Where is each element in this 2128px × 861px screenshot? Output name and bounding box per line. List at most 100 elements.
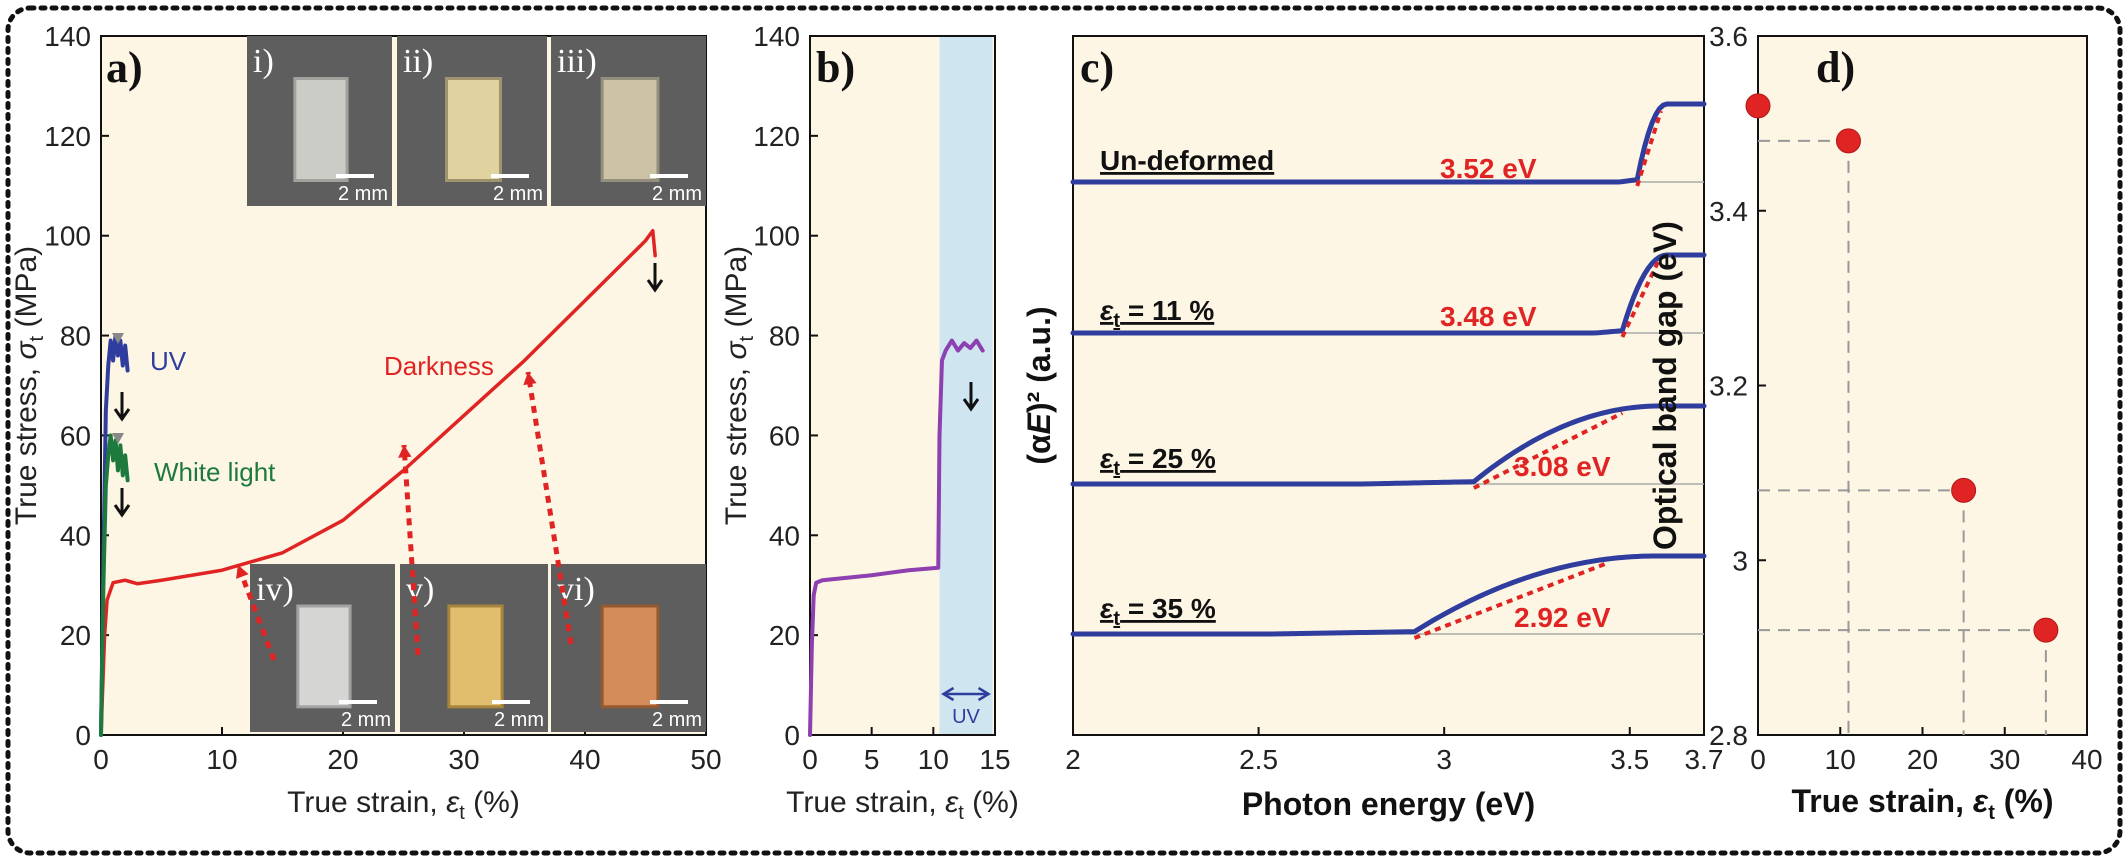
annotation-darkness: Darkness bbox=[384, 351, 494, 381]
panel-a-x-axis-label-unit: (%) bbox=[465, 786, 520, 819]
panel-b-x-axis-label-unit: (%) bbox=[964, 786, 1019, 819]
inset-label: ii) bbox=[403, 43, 433, 80]
panel-c-series-1: Un-deformed 3.52 eV bbox=[1070, 101, 1707, 187]
panel-b-x-axis-label-text: True strain, bbox=[786, 786, 945, 819]
panel-a-x-tick-label: 10 bbox=[206, 744, 237, 775]
uv-arrow-down-icon bbox=[113, 392, 131, 422]
red-dotted-arrow-vi-line bbox=[525, 371, 574, 645]
panel-b-axes-box bbox=[809, 35, 996, 736]
panel-b-y-axis-label-symbol: σ bbox=[720, 340, 753, 360]
panel-d-x-tick-label: 40 bbox=[2071, 744, 2102, 775]
panel-d-label: d) bbox=[1816, 43, 1855, 92]
red-dotted-arrow-v-line bbox=[401, 444, 421, 656]
panel-a-y-axis-label-subscript: t bbox=[26, 335, 48, 341]
panel-c-x-tick-label: 3.7 bbox=[1685, 744, 1724, 775]
panel-b-y-axis-label-subscript: t bbox=[736, 335, 758, 341]
inset-scale-label: 2 mm bbox=[338, 183, 388, 205]
panel-b-x-axis-label-symbol: ε bbox=[945, 786, 959, 819]
panel-c-y-label-pre: (α bbox=[1021, 434, 1057, 465]
darkness-arrow-down-icon bbox=[646, 263, 664, 293]
panel-b-y-tick-label: 0 bbox=[784, 720, 800, 751]
inset-specimen bbox=[293, 77, 349, 182]
inset-photo-3: iii) 2 mm bbox=[551, 36, 706, 206]
panel-a-y-tick-label: 20 bbox=[60, 620, 91, 651]
panel-c-tauc-fit-line bbox=[1635, 110, 1663, 187]
inset-scale-label: 2 mm bbox=[493, 183, 543, 205]
panel-c-y-axis-label: (αE)² (a.u.) bbox=[1021, 306, 1057, 464]
annotation-uv: UV bbox=[150, 346, 187, 376]
panel-c-series-3: εt = 25 % 3.08 eV bbox=[1070, 403, 1707, 490]
panel-c-x-tick-label: 2 bbox=[1065, 744, 1081, 775]
inset-label: iv) bbox=[256, 571, 294, 608]
inset-scale-label: 2 mm bbox=[494, 709, 544, 731]
panel-b-x-axis-label: True strain, εt (%) bbox=[786, 786, 1019, 824]
inset-specimen bbox=[447, 604, 504, 709]
panel-c-spectrum-curve bbox=[1070, 403, 1707, 487]
panel-c-y-label-italic: E bbox=[1021, 411, 1057, 434]
panel-d: 0 10 20 30 40 2.8 3 3.2 3.4 3.6 True strain, εt (%… bbox=[1647, 21, 2103, 824]
inset-label: iii) bbox=[557, 43, 597, 80]
panel-c-spectrum-curve bbox=[1070, 553, 1707, 637]
red-dotted-arrow-vi bbox=[523, 371, 574, 645]
panel-d-x-tick-label: 0 bbox=[1750, 744, 1766, 775]
panel-d-y-tick-label: 3 bbox=[1732, 545, 1748, 576]
panel-a-y-tick-label: 100 bbox=[44, 221, 91, 252]
panel-c-series-name: Un-deformed bbox=[1100, 145, 1274, 176]
panel-c-plot-area bbox=[1073, 36, 1704, 735]
panel-c-tauc-fit-line bbox=[1472, 411, 1624, 490]
panel-b-x-axis-label-subscript: t bbox=[958, 802, 964, 824]
panel-c-series-label: εt = 35 % bbox=[1100, 593, 1216, 630]
inset-scale-label: 2 mm bbox=[652, 709, 702, 731]
uv-range-label: UV bbox=[952, 706, 980, 728]
panel-c-series-subscript: t bbox=[1113, 458, 1120, 480]
panel-a-x-axis-label-text: True strain, bbox=[287, 786, 446, 819]
panel-a-y-axis-label-text: True stress, bbox=[10, 360, 43, 526]
panel-d-y-tick-label: 2.8 bbox=[1709, 720, 1748, 751]
panel-b: 0 5 10 15 0 20 40 60 80 100 120 140 True strain, εt … bbox=[720, 21, 1019, 824]
panel-a-y-tick-label: 60 bbox=[60, 420, 91, 451]
panel-b-x-tick-label: 15 bbox=[979, 744, 1010, 775]
uv-range-head-left bbox=[941, 686, 955, 702]
red-dotted-arrow-v-head bbox=[398, 445, 412, 458]
panel-b-y-tick-label: 140 bbox=[753, 21, 800, 52]
figure-border bbox=[5, 5, 2123, 856]
panel-d-data-point bbox=[1745, 93, 1771, 119]
panel-c-bandgap-label: 3.48 eV bbox=[1440, 301, 1537, 332]
panel-a-x-axis-label-subscript: t bbox=[459, 802, 465, 824]
panel-b-y-tick-label: 120 bbox=[753, 121, 800, 152]
annotation-white-light: White light bbox=[154, 457, 276, 487]
panel-b-x-tick-label: 10 bbox=[918, 744, 949, 775]
panel-c-series-label: εt = 25 % bbox=[1100, 443, 1216, 480]
inset-photo-2: ii) 2 mm bbox=[397, 36, 547, 206]
red-dotted-arrow-iv-head bbox=[236, 565, 249, 579]
inset-photo-1: i) 2 mm bbox=[247, 36, 392, 206]
darkness-arrow-down-icon-head bbox=[646, 279, 664, 293]
panel-c-bandgap-label: 3.52 eV bbox=[1440, 153, 1537, 184]
panel-d-y-axis-label: Optical band gap (eV) bbox=[1647, 221, 1683, 550]
panel-c-bandgap-label: 2.92 eV bbox=[1514, 602, 1611, 633]
panel-c-x-tick-label: 3 bbox=[1436, 744, 1452, 775]
panel-d-y-tick-label: 3.2 bbox=[1709, 371, 1748, 402]
panel-c-axes-box bbox=[1072, 35, 1705, 736]
panel-c-series-subscript: t bbox=[1113, 608, 1120, 630]
panel-c-series-value: = 11 % bbox=[1120, 295, 1214, 326]
inset-label: v) bbox=[406, 571, 434, 608]
panel-d-data-point bbox=[1951, 477, 1977, 503]
panel-c-series-symbol: ε bbox=[1100, 593, 1114, 624]
panel-c-label: c) bbox=[1080, 43, 1114, 92]
panel-c-series-subscript: t bbox=[1113, 310, 1120, 332]
panel-b-arrow-down-icon bbox=[962, 382, 980, 412]
panel-b-y-tick-label: 60 bbox=[769, 420, 800, 451]
panel-c-x-tick-label: 2.5 bbox=[1239, 744, 1278, 775]
panel-d-x-axis-label-text: True strain, bbox=[1791, 783, 1972, 819]
panel-c: 2 2.5 3 3.5 3.7 Photon energy (eV) (αE)² (a.u.… bbox=[1021, 35, 1724, 822]
panel-a-y-axis-label-symbol: σ bbox=[10, 340, 43, 360]
panel-d-data-point bbox=[1835, 128, 1861, 154]
red-dotted-arrow-iv-line bbox=[235, 564, 277, 661]
white-light-arrow-down-icon bbox=[113, 488, 131, 518]
red-dotted-arrow-v bbox=[398, 444, 421, 656]
panel-a-x-tick-label: 50 bbox=[690, 744, 721, 775]
panel-c-spectrum-curve bbox=[1070, 252, 1707, 336]
inset-specimen bbox=[445, 77, 502, 182]
